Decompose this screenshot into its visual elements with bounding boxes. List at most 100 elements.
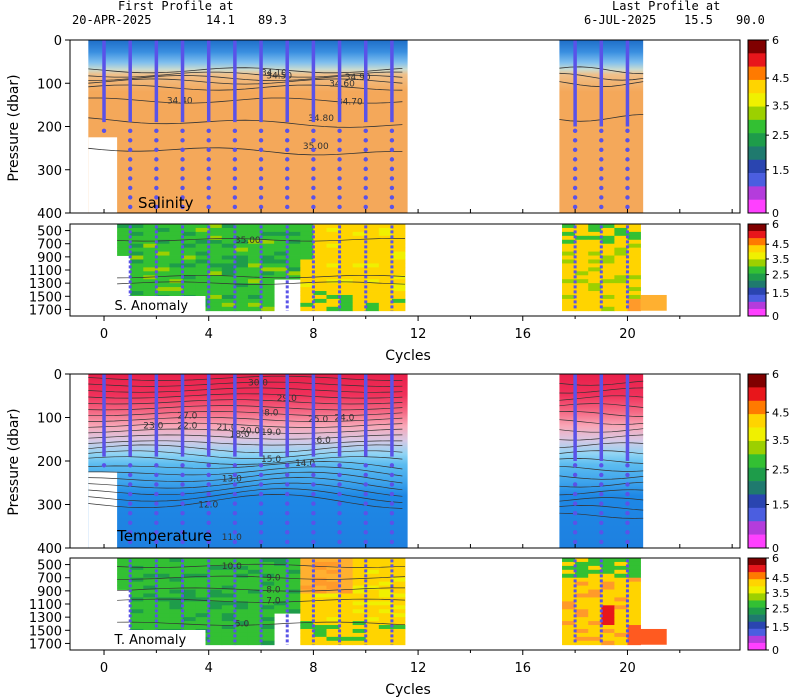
anomaly-cell <box>588 231 602 237</box>
profile-sample-point <box>625 128 630 134</box>
anomaly-cell <box>326 306 340 312</box>
anomaly-cell <box>614 585 628 590</box>
anomaly-cell <box>300 247 314 252</box>
colorbar-swatch <box>748 565 766 573</box>
anomaly-cell <box>313 589 327 594</box>
anomaly-cell <box>588 291 602 296</box>
anomaly-cell <box>221 625 236 630</box>
profile-sample-point <box>311 501 316 506</box>
profile-sample-point <box>206 530 211 535</box>
anomaly-cell <box>287 227 301 233</box>
anomaly-cell <box>562 231 576 237</box>
anomaly-cell <box>352 601 367 606</box>
anomaly-cell <box>352 636 367 642</box>
anomaly-cell <box>614 294 628 300</box>
isotherm-contour <box>88 466 403 477</box>
colorbar-swatch <box>748 481 766 495</box>
anomaly-cell <box>352 561 367 567</box>
profile-sample-point <box>206 185 211 191</box>
colorbar-swatch <box>748 199 766 214</box>
anomaly-cell <box>247 640 262 646</box>
anomaly-cell <box>261 287 275 292</box>
profile-sample-point <box>599 138 604 143</box>
profile-sample-point <box>180 511 185 516</box>
anomaly-cell <box>326 255 340 260</box>
anomaly-cell <box>130 224 144 229</box>
anomaly-cell <box>182 291 197 296</box>
profile-sample-point <box>389 147 395 153</box>
x-tick-label: 12 <box>410 327 427 342</box>
anomaly-cell <box>287 609 301 614</box>
salinity-y-axis-title: Pressure (dbar) <box>6 74 22 181</box>
anomaly-cell <box>274 609 288 614</box>
anomaly-cell <box>352 287 367 292</box>
contour-label: 34.70 <box>337 97 363 107</box>
contour-label: 5.0 <box>235 620 250 630</box>
anomaly-cell <box>208 640 223 646</box>
anomaly-cell <box>601 625 615 630</box>
anomaly-cell <box>378 306 393 312</box>
contour-label: 34.50 <box>266 71 292 81</box>
anomaly-cell <box>195 243 210 249</box>
profile-sample-point <box>599 530 604 535</box>
anomaly-cell <box>601 259 615 264</box>
anomaly-cell <box>261 621 275 626</box>
anomaly-cell <box>274 239 288 245</box>
profile-sample-point <box>572 501 578 506</box>
anomaly-cell <box>208 601 223 606</box>
anomaly-cell <box>326 251 340 256</box>
anomaly-cell <box>339 621 354 626</box>
anomaly-cell <box>247 287 262 292</box>
anomaly-cell <box>313 263 327 268</box>
anomaly-cell <box>627 617 641 622</box>
anomaly-cell <box>562 235 576 241</box>
anomaly-cell <box>378 239 393 245</box>
anomaly-cell <box>130 621 144 626</box>
anomaly-cell <box>300 231 314 237</box>
isotherm-contour <box>88 440 403 446</box>
y-tick-label: 1100 <box>29 264 62 279</box>
anomaly-cell <box>130 581 144 586</box>
profile-sample-point <box>258 204 264 210</box>
anomaly-cell <box>352 640 367 646</box>
anomaly-cell <box>365 593 380 598</box>
colorbar-swatch <box>748 579 766 587</box>
profile-sample-point <box>363 176 368 181</box>
profile-sample-point <box>154 482 159 487</box>
anomaly-cell <box>614 621 628 626</box>
anomaly-cell <box>313 291 327 296</box>
isotherm-contour <box>88 387 403 393</box>
anomaly-cell <box>313 271 327 276</box>
anomaly-cell <box>234 243 249 249</box>
anomaly-cell <box>378 291 393 296</box>
anomaly-cell <box>326 617 340 622</box>
anomaly-cell <box>143 581 157 586</box>
anomaly-cell <box>378 263 393 268</box>
anomaly-cell <box>614 287 628 292</box>
anomaly-cell <box>208 625 223 630</box>
salinity-anomaly-panel: 35.00S. Anomaly5007009001100130015001700… <box>29 223 741 342</box>
profile-sample-point <box>599 463 604 468</box>
anomaly-cell <box>221 609 236 614</box>
profile-sample-point <box>127 195 133 200</box>
anomaly-cell <box>562 640 576 646</box>
anomaly-cell <box>588 271 602 276</box>
anomaly-cell <box>169 267 183 272</box>
profile-sample-point <box>311 128 316 134</box>
anomaly-cell <box>195 224 210 229</box>
profile-sample-point <box>154 138 159 143</box>
profile-sample-point <box>311 195 316 200</box>
isotherm-contour <box>88 428 403 434</box>
colorbar-swatch <box>748 53 766 67</box>
anomaly-cell <box>326 625 340 630</box>
anomaly-cell <box>352 227 367 233</box>
y-tick-label: 100 <box>37 77 62 92</box>
anomaly-cell <box>326 632 340 638</box>
anomaly-cell <box>300 306 314 312</box>
profile-sample-point <box>572 539 578 545</box>
anomaly-cell <box>221 224 236 229</box>
profile-sample-point <box>285 472 290 478</box>
anomaly-cell <box>169 255 183 260</box>
anomaly-cell <box>326 558 340 563</box>
anomaly-cell <box>640 628 667 645</box>
